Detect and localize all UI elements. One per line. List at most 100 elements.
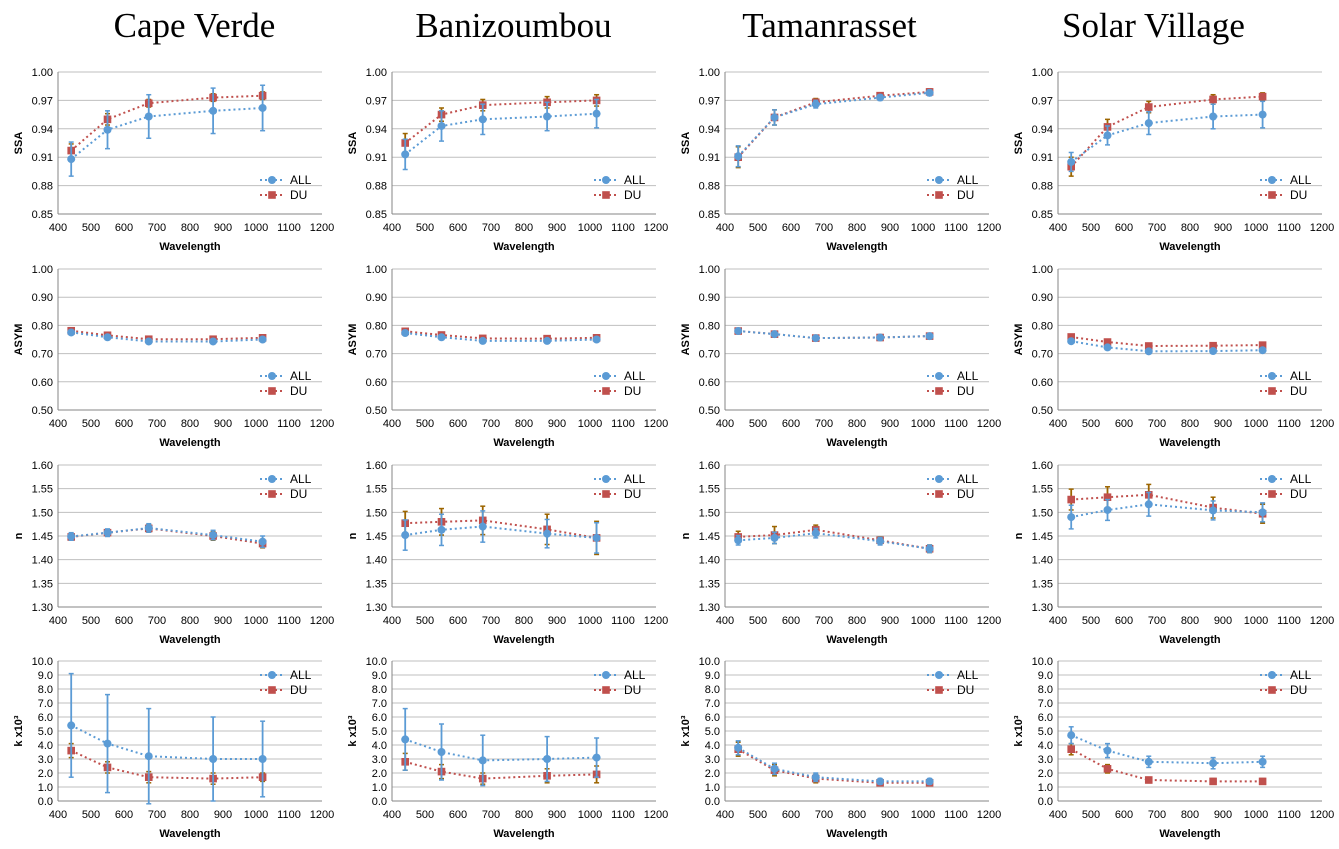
series-du bbox=[1067, 483, 1267, 524]
x-tick-label: 800 bbox=[1181, 809, 1199, 821]
x-tick-label: 700 bbox=[148, 615, 166, 627]
x-tick-label: 1100 bbox=[611, 418, 635, 430]
data-point bbox=[543, 112, 552, 121]
chart-banizoumbou-n: 1.30 1.35 1.40 1.45 1.50 1.55 1.60 400 500 600 700… bbox=[347, 460, 668, 646]
y-axis-title: ASYM bbox=[13, 324, 25, 356]
x-tick-label: 1100 bbox=[944, 418, 968, 430]
legend-label: DU bbox=[957, 487, 974, 501]
x-tick-label: 800 bbox=[848, 809, 866, 821]
x-tick-label: 500 bbox=[416, 809, 434, 821]
data-point bbox=[478, 522, 487, 531]
data-point bbox=[437, 525, 446, 534]
x-tick-label: 1200 bbox=[1310, 615, 1334, 627]
y-tick-label: 8.0 bbox=[705, 684, 720, 696]
x-axis-title: Wavelength bbox=[159, 437, 221, 449]
x-tick-label: 600 bbox=[1115, 418, 1133, 430]
x-tick-label: 1200 bbox=[977, 222, 1001, 234]
x-tick-label: 600 bbox=[1115, 809, 1133, 821]
x-tick-label: 1200 bbox=[644, 222, 668, 234]
y-tick-label: 0.90 bbox=[32, 292, 53, 304]
y-tick-label: 9.0 bbox=[705, 670, 720, 682]
data-point bbox=[1103, 493, 1112, 501]
x-tick-label: 500 bbox=[749, 222, 767, 234]
legend-marker bbox=[1268, 475, 1276, 483]
chart-cape-verde-n: 1.30 1.35 1.40 1.45 1.50 1.55 1.60 400 500 600 700… bbox=[13, 460, 334, 646]
y-tick-label: 0.88 bbox=[366, 181, 387, 193]
series-line bbox=[1071, 493, 1263, 515]
data-point bbox=[592, 109, 601, 118]
x-tick-label: 1200 bbox=[310, 222, 334, 234]
data-point bbox=[770, 533, 779, 542]
x-tick-label: 1200 bbox=[1310, 809, 1334, 821]
y-tick-label: 0.90 bbox=[366, 292, 387, 304]
series-all bbox=[401, 98, 601, 171]
y-tick-label: 2.0 bbox=[1038, 768, 1053, 780]
y-axis-title: n bbox=[1013, 532, 1025, 539]
x-tick-label: 900 bbox=[214, 418, 232, 430]
series-line bbox=[737, 746, 930, 783]
chart-cape-verde-ssa: 0.85 0.88 0.91 0.94 0.97 1.00 400 500 600 700 800 9… bbox=[13, 67, 334, 253]
y-tick-label: 1.40 bbox=[1032, 555, 1053, 567]
y-tick-label: 10.0 bbox=[1032, 656, 1053, 668]
data-point bbox=[1258, 508, 1267, 517]
y-tick-label: 0.88 bbox=[699, 181, 720, 193]
legend-marker bbox=[1268, 372, 1276, 380]
x-tick-label: 800 bbox=[181, 418, 199, 430]
y-tick-label: 0.80 bbox=[1032, 320, 1053, 332]
y-tick-label: 8.0 bbox=[38, 684, 53, 696]
x-axis-title: Wavelength bbox=[826, 437, 888, 449]
data-point bbox=[1258, 92, 1267, 101]
series-line bbox=[738, 330, 930, 340]
x-tick-label: 800 bbox=[515, 615, 533, 627]
data-point bbox=[1067, 495, 1075, 504]
x-tick-label: 400 bbox=[1049, 222, 1067, 234]
x-tick-label: 400 bbox=[49, 418, 67, 430]
y-tick-label: 1.30 bbox=[32, 602, 53, 614]
y-tick-label: 1.55 bbox=[699, 484, 720, 496]
x-tick-label: 700 bbox=[482, 222, 500, 234]
x-tick-label: 1100 bbox=[944, 809, 968, 821]
legend-marker bbox=[602, 490, 610, 498]
y-tick-label: 0.60 bbox=[1032, 377, 1053, 389]
data-point bbox=[811, 334, 820, 343]
y-tick-label: 1.55 bbox=[32, 484, 53, 496]
x-axis-title: Wavelength bbox=[1159, 437, 1221, 449]
x-axis-title: Wavelength bbox=[1159, 634, 1221, 646]
x-tick-label: 400 bbox=[49, 222, 67, 234]
data-point bbox=[103, 528, 112, 537]
data-point bbox=[734, 327, 743, 336]
y-tick-label: 0.70 bbox=[699, 349, 720, 361]
y-tick-label: 1.40 bbox=[366, 555, 387, 567]
x-tick-label: 800 bbox=[515, 809, 533, 821]
legend-label: ALL bbox=[624, 173, 646, 187]
x-tick-label: 1200 bbox=[310, 809, 334, 821]
data-point bbox=[1144, 342, 1153, 350]
x-tick-label: 700 bbox=[1148, 809, 1166, 821]
x-tick-label: 900 bbox=[881, 809, 899, 821]
y-tick-label: 1.00 bbox=[32, 67, 53, 79]
series-du bbox=[401, 752, 601, 785]
chart-cape-verde-asym: 0.50 0.60 0.70 0.80 0.90 1.00 400 500 600 700 800 9… bbox=[13, 264, 334, 449]
y-tick-label: 1.45 bbox=[366, 531, 387, 543]
legend-label: DU bbox=[624, 487, 641, 501]
y-tick-label: 1.0 bbox=[38, 782, 53, 794]
data-point bbox=[209, 755, 218, 763]
chart-tamanrasset-n: 1.30 1.35 1.40 1.45 1.50 1.55 1.60 400 500 600 700… bbox=[680, 460, 1001, 646]
data-point bbox=[437, 121, 446, 130]
series-line bbox=[70, 724, 263, 760]
x-tick-label: 500 bbox=[1082, 809, 1100, 821]
x-axis-title: Wavelength bbox=[1159, 828, 1221, 840]
data-point bbox=[1144, 347, 1153, 356]
series-du bbox=[67, 91, 267, 158]
x-tick-label: 800 bbox=[1181, 418, 1199, 430]
data-point bbox=[592, 753, 601, 762]
data-point bbox=[258, 103, 267, 112]
y-tick-label: 0.85 bbox=[1032, 209, 1053, 221]
x-tick-label: 1200 bbox=[1310, 222, 1334, 234]
x-tick-label: 800 bbox=[181, 615, 199, 627]
x-tick-label: 600 bbox=[115, 615, 133, 627]
data-point bbox=[103, 739, 112, 748]
legend-label: ALL bbox=[624, 472, 646, 486]
x-tick-label: 1100 bbox=[1277, 615, 1301, 627]
chart-tamanrasset-ssa: 0.85 0.88 0.91 0.94 0.97 1.00 400 500 600 700 800 9… bbox=[680, 67, 1001, 253]
